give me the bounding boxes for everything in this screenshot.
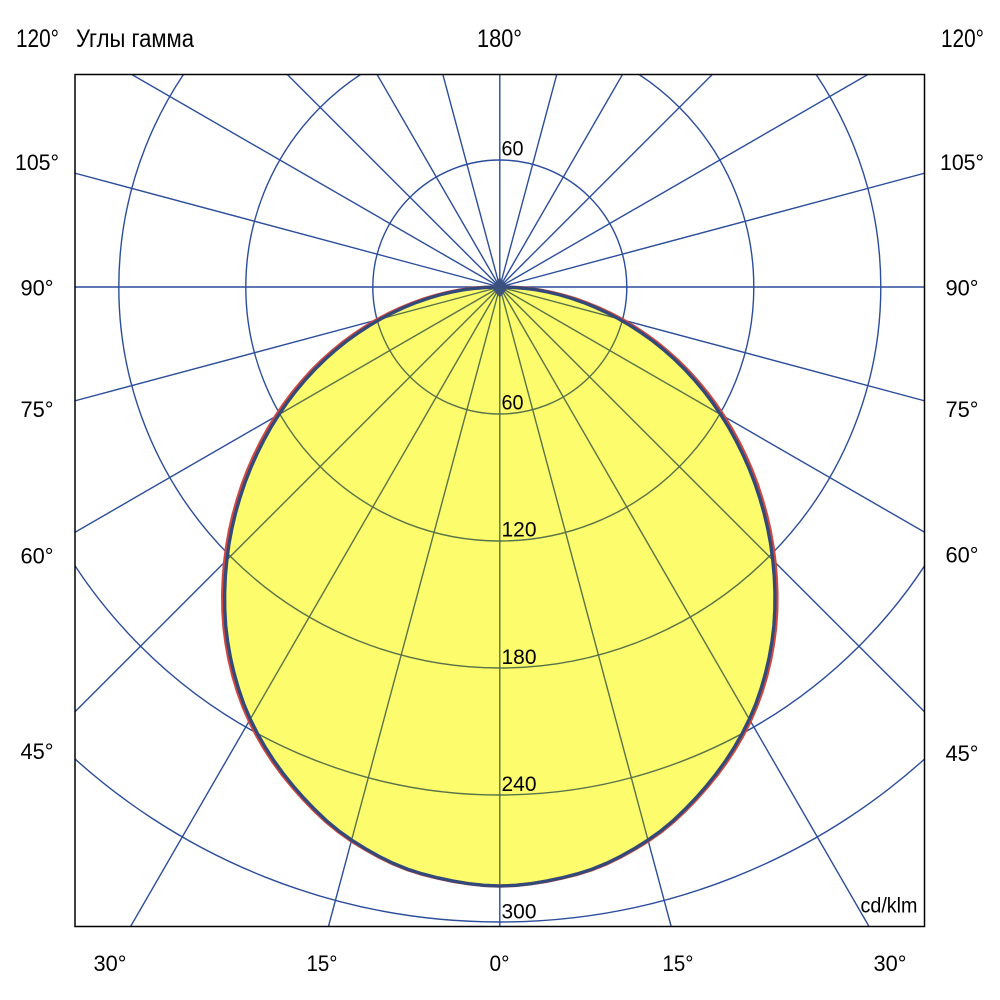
- svg-text:90°: 90°: [21, 276, 54, 301]
- svg-text:180: 180: [502, 646, 537, 669]
- svg-text:15°: 15°: [307, 951, 338, 976]
- svg-text:180°: 180°: [477, 25, 522, 53]
- svg-text:90°: 90°: [946, 276, 979, 301]
- svg-text:240: 240: [502, 773, 537, 796]
- svg-text:75°: 75°: [946, 397, 979, 422]
- svg-text:30°: 30°: [874, 951, 907, 976]
- svg-text:120°: 120°: [941, 25, 984, 53]
- svg-text:60: 60: [502, 392, 524, 415]
- svg-text:15°: 15°: [663, 951, 694, 976]
- svg-text:60°: 60°: [946, 543, 979, 568]
- svg-text:0°: 0°: [490, 951, 510, 976]
- svg-text:Углы гамма: Углы гамма: [76, 25, 194, 53]
- svg-text:30°: 30°: [94, 951, 127, 976]
- svg-text:105°: 105°: [15, 150, 59, 175]
- svg-text:105°: 105°: [940, 150, 984, 175]
- svg-text:60°: 60°: [21, 544, 54, 569]
- svg-text:300: 300: [502, 901, 537, 924]
- svg-text:120°: 120°: [16, 25, 59, 53]
- svg-text:120: 120: [502, 519, 537, 542]
- svg-text:60: 60: [502, 138, 524, 161]
- svg-text:75°: 75°: [21, 397, 54, 422]
- svg-text:cd/klm: cd/klm: [861, 895, 918, 918]
- svg-text:45°: 45°: [946, 741, 979, 766]
- svg-text:45°: 45°: [21, 739, 54, 764]
